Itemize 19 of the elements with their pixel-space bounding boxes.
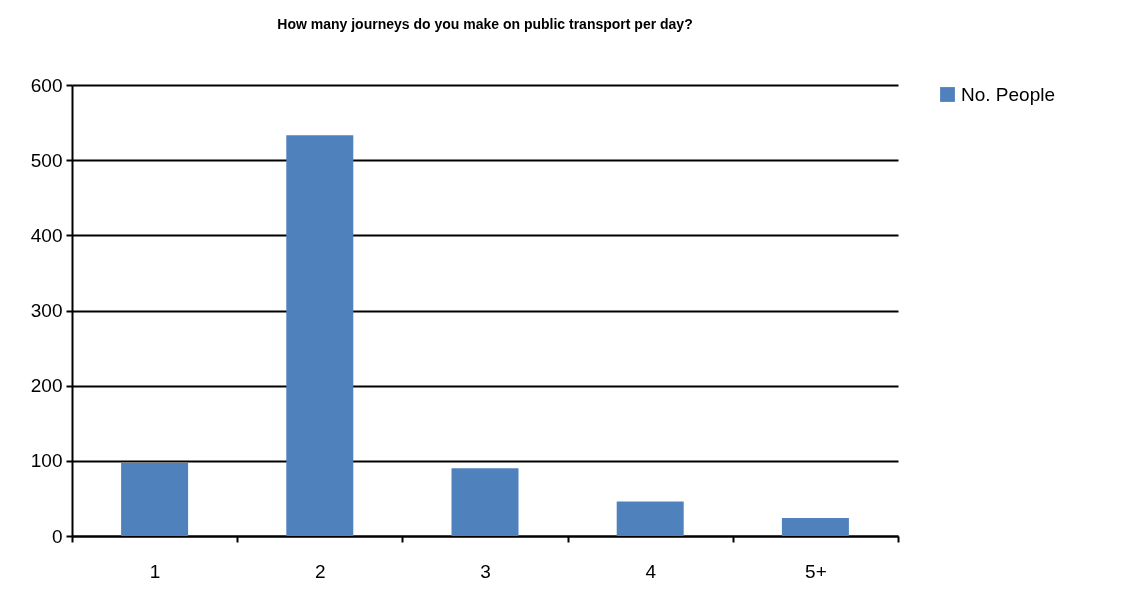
y-tick-label: 500 [30,149,63,171]
x-tick-label: 5+ [805,560,827,582]
y-tick-label: 300 [30,300,63,321]
x-tick-label: 3 [480,560,491,582]
chart-title: How many journeys do you make on public transport per day? [277,16,693,32]
x-tick-label: 2 [315,560,326,582]
bar [121,463,189,536]
x-tick-label: 4 [645,560,657,582]
bar [286,135,354,536]
y-tick-label: 200 [30,375,63,397]
bar [616,501,684,536]
y-tick-label: 600 [30,74,63,96]
legend-label: No. People [961,83,1056,105]
y-tick-label: 400 [30,224,63,246]
y-tick-label: 0 [51,525,63,547]
x-tick-label: 1 [149,560,161,582]
y-tick-label: 100 [30,450,63,472]
bar [451,468,519,536]
bar [781,517,849,536]
